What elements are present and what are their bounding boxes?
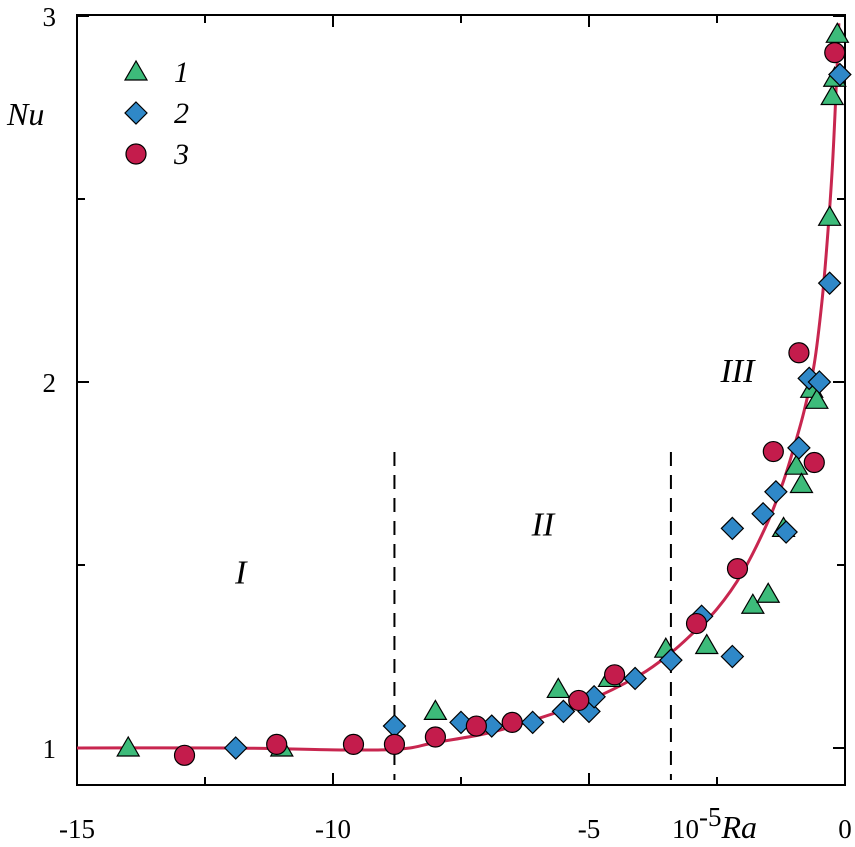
x-tick-label: -15 <box>59 814 95 844</box>
ticks <box>76 15 846 785</box>
series-3-point <box>603 664 626 686</box>
y-tick-label: 3 <box>43 2 57 32</box>
series-3-point <box>465 715 487 737</box>
series-3-point <box>173 744 196 766</box>
series-1-point <box>694 633 719 655</box>
series-2-point <box>807 370 832 394</box>
series-3-point <box>824 41 846 64</box>
series-1-point <box>423 699 448 721</box>
series-1-point <box>784 453 809 475</box>
series-1-point <box>825 22 850 43</box>
legend-label: 1 <box>174 56 189 89</box>
region-dividers <box>393 452 672 780</box>
series-1-point <box>756 582 781 603</box>
x-tick-label: -5 <box>578 814 601 844</box>
series-1-point <box>820 84 845 106</box>
legend: 1 2 3 <box>123 56 189 171</box>
x-axis-title: 10-5Ra <box>672 802 757 845</box>
series-3-point <box>803 451 825 474</box>
region-label: III <box>719 353 756 390</box>
series-3-point <box>501 711 523 733</box>
series-2-point <box>828 62 852 87</box>
series-3-point <box>266 733 288 755</box>
series-2-point <box>551 699 576 724</box>
series-1-point <box>817 205 842 226</box>
series-2-point <box>720 644 745 669</box>
y-tick-label: 2 <box>43 368 57 398</box>
series-2-point <box>774 520 798 544</box>
series-3-point <box>342 733 365 755</box>
series-3-point <box>726 558 749 580</box>
x-axis-title-variable: Ra <box>721 809 758 845</box>
series-2-point <box>817 271 842 296</box>
series-3-point <box>788 342 810 364</box>
series-3-point <box>568 689 590 712</box>
plot-frame <box>76 14 846 786</box>
series-1-point <box>789 472 814 494</box>
series-1-point <box>804 388 829 409</box>
series-3-point <box>685 612 708 635</box>
legend-label: 3 <box>173 138 189 171</box>
series-2-point <box>520 710 545 735</box>
series-2-point <box>751 501 775 526</box>
region-label: I <box>234 554 248 591</box>
region-label: II <box>531 507 556 544</box>
x-axis-title-exponent: -5 <box>699 802 722 832</box>
legend-diamond-icon <box>124 101 148 125</box>
x-tick-label: -10 <box>315 814 351 844</box>
series-2-point <box>659 648 683 673</box>
tick-labels: -15 -10 -5 0 1 2 3 <box>43 2 852 844</box>
series-2-point <box>223 736 248 760</box>
y-tick-label: 1 <box>43 734 57 764</box>
series-2-point <box>623 666 647 691</box>
series-2-point <box>787 436 811 460</box>
series-3-point <box>762 440 784 463</box>
series-3-point <box>383 733 406 755</box>
series-2-point <box>720 516 745 541</box>
legend-circle-icon <box>125 143 147 165</box>
legend-label: 2 <box>174 97 189 130</box>
series-2-point <box>764 479 788 504</box>
series-1-point <box>116 735 141 757</box>
series-1-point <box>546 677 571 699</box>
x-axis-title-base: 10 <box>672 814 699 844</box>
series-3-point <box>424 726 446 748</box>
data-markers <box>116 22 852 766</box>
series-1-point <box>740 593 765 614</box>
legend-triangle-icon <box>123 59 149 81</box>
x-tick-label: 0 <box>838 814 852 844</box>
series-2-point <box>382 714 407 738</box>
y-axis-title: Nu <box>6 96 44 132</box>
